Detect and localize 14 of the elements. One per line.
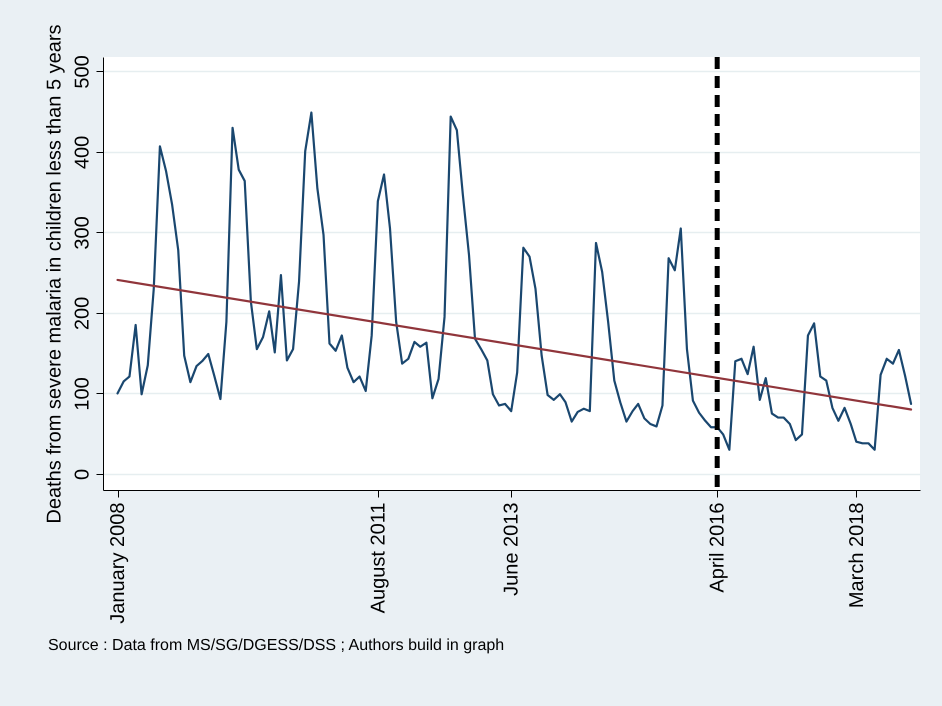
x-tick-label: August 2011: [367, 502, 390, 614]
line-series: [116, 111, 912, 451]
source-note: Source : Data from MS/SG/DGESS/DSS ; Authors build in graph: [48, 637, 504, 654]
x-tick-label: January 2008: [107, 502, 130, 624]
y-tick-label: 400: [72, 136, 94, 170]
x-tick-label: March 2018: [846, 502, 868, 608]
y-tick-label: 200: [72, 296, 94, 330]
x-tick-label: April 2016: [706, 502, 729, 593]
y-tick-label: 500: [72, 55, 94, 89]
y-tick-label: 100: [72, 377, 94, 411]
y-tick-label: 0: [72, 468, 94, 480]
y-tick-label: 300: [72, 216, 94, 250]
y-axis-title: Deaths from severe malaria in children less than 5 years: [44, 24, 66, 524]
x-tick-label: June 2013: [500, 502, 523, 596]
